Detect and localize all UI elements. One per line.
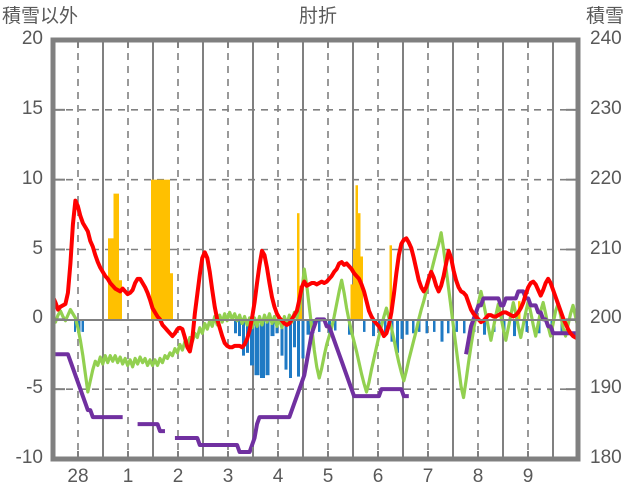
x-axis-tick: 4 (272, 466, 284, 487)
right-axis-unit-label: 積雪 (586, 6, 625, 27)
bar (363, 319, 366, 332)
bar (165, 179, 170, 320)
bar (334, 319, 337, 331)
y-axis-tick-right: 200 (590, 307, 622, 329)
bar (151, 179, 156, 320)
y-axis-tick-left: 10 (21, 167, 43, 189)
bar (280, 319, 284, 356)
bar (418, 319, 421, 332)
bar (113, 193, 119, 320)
x-axis-tick: 28 (67, 466, 89, 487)
bar (297, 319, 300, 377)
y-axis-tick-right: 210 (590, 237, 622, 259)
x-axis-tick: 2 (172, 466, 184, 487)
y-axis-tick-right: 180 (590, 447, 622, 468)
x-axis-tick: 7 (422, 466, 434, 487)
bar (483, 319, 486, 335)
x-axis-tick: 3 (222, 466, 234, 487)
bar (270, 319, 275, 337)
green-line-series (53, 231, 578, 400)
bar (389, 245, 392, 320)
y-axis-tick-right: 240 (590, 28, 622, 49)
bar (265, 319, 270, 376)
bar (260, 319, 265, 378)
bar (301, 319, 305, 359)
bar (170, 273, 173, 320)
bar (384, 319, 387, 334)
red-line-series (53, 198, 578, 354)
bar (405, 319, 409, 335)
bar (160, 179, 166, 320)
x-axis-tick: 8 (472, 466, 484, 487)
bar (355, 185, 358, 320)
bar (358, 213, 361, 320)
y-axis-tick-left: -5 (26, 377, 43, 399)
bar (242, 319, 245, 356)
y-axis-tick-left: 15 (21, 97, 43, 119)
purple-line-series (53, 289, 578, 455)
axis-tick-marks (55, 42, 576, 457)
x-axis-tick: 1 (122, 466, 134, 487)
bar (306, 319, 310, 335)
y-axis-tick-left: 0 (32, 307, 43, 329)
x-axis-tick: 6 (372, 466, 384, 487)
y-axis-tick-right: 190 (590, 377, 622, 399)
bar (400, 319, 404, 339)
bar (440, 319, 444, 342)
gridlines-dashed (53, 40, 578, 459)
bar (81, 319, 84, 332)
left-axis-unit-label: 積雪以外 (2, 6, 79, 27)
bar (250, 319, 254, 366)
y-axis-tick-right: 220 (590, 167, 622, 189)
y-axis-tick-left: 20 (21, 28, 43, 49)
bar (293, 319, 296, 348)
y-axis-tick-left: 5 (32, 237, 43, 259)
bar (284, 319, 288, 370)
bar (155, 179, 161, 320)
bar (353, 249, 356, 320)
bar (447, 319, 450, 334)
bar (513, 319, 516, 337)
bar (455, 319, 458, 332)
x-axis-tick: 5 (322, 466, 334, 487)
x-axis-tick: 9 (522, 466, 534, 487)
bar (433, 319, 436, 332)
bar (463, 319, 466, 334)
bar (254, 319, 260, 376)
y-axis-tick-right: 230 (590, 97, 622, 119)
bar (74, 319, 76, 332)
bar (372, 319, 375, 337)
bar (289, 319, 292, 378)
bar (238, 319, 241, 337)
bar (297, 213, 300, 320)
bar (234, 319, 237, 334)
bar (412, 319, 415, 334)
bar (396, 319, 399, 353)
bar (119, 280, 122, 320)
plot-frame (50, 37, 581, 462)
bar (318, 319, 321, 332)
chart-title: 肘折 (298, 6, 337, 27)
bar (108, 238, 114, 320)
bar (350, 284, 353, 320)
bar (525, 319, 528, 332)
bar (425, 319, 428, 334)
y-axis-tick-left: -10 (15, 447, 43, 468)
